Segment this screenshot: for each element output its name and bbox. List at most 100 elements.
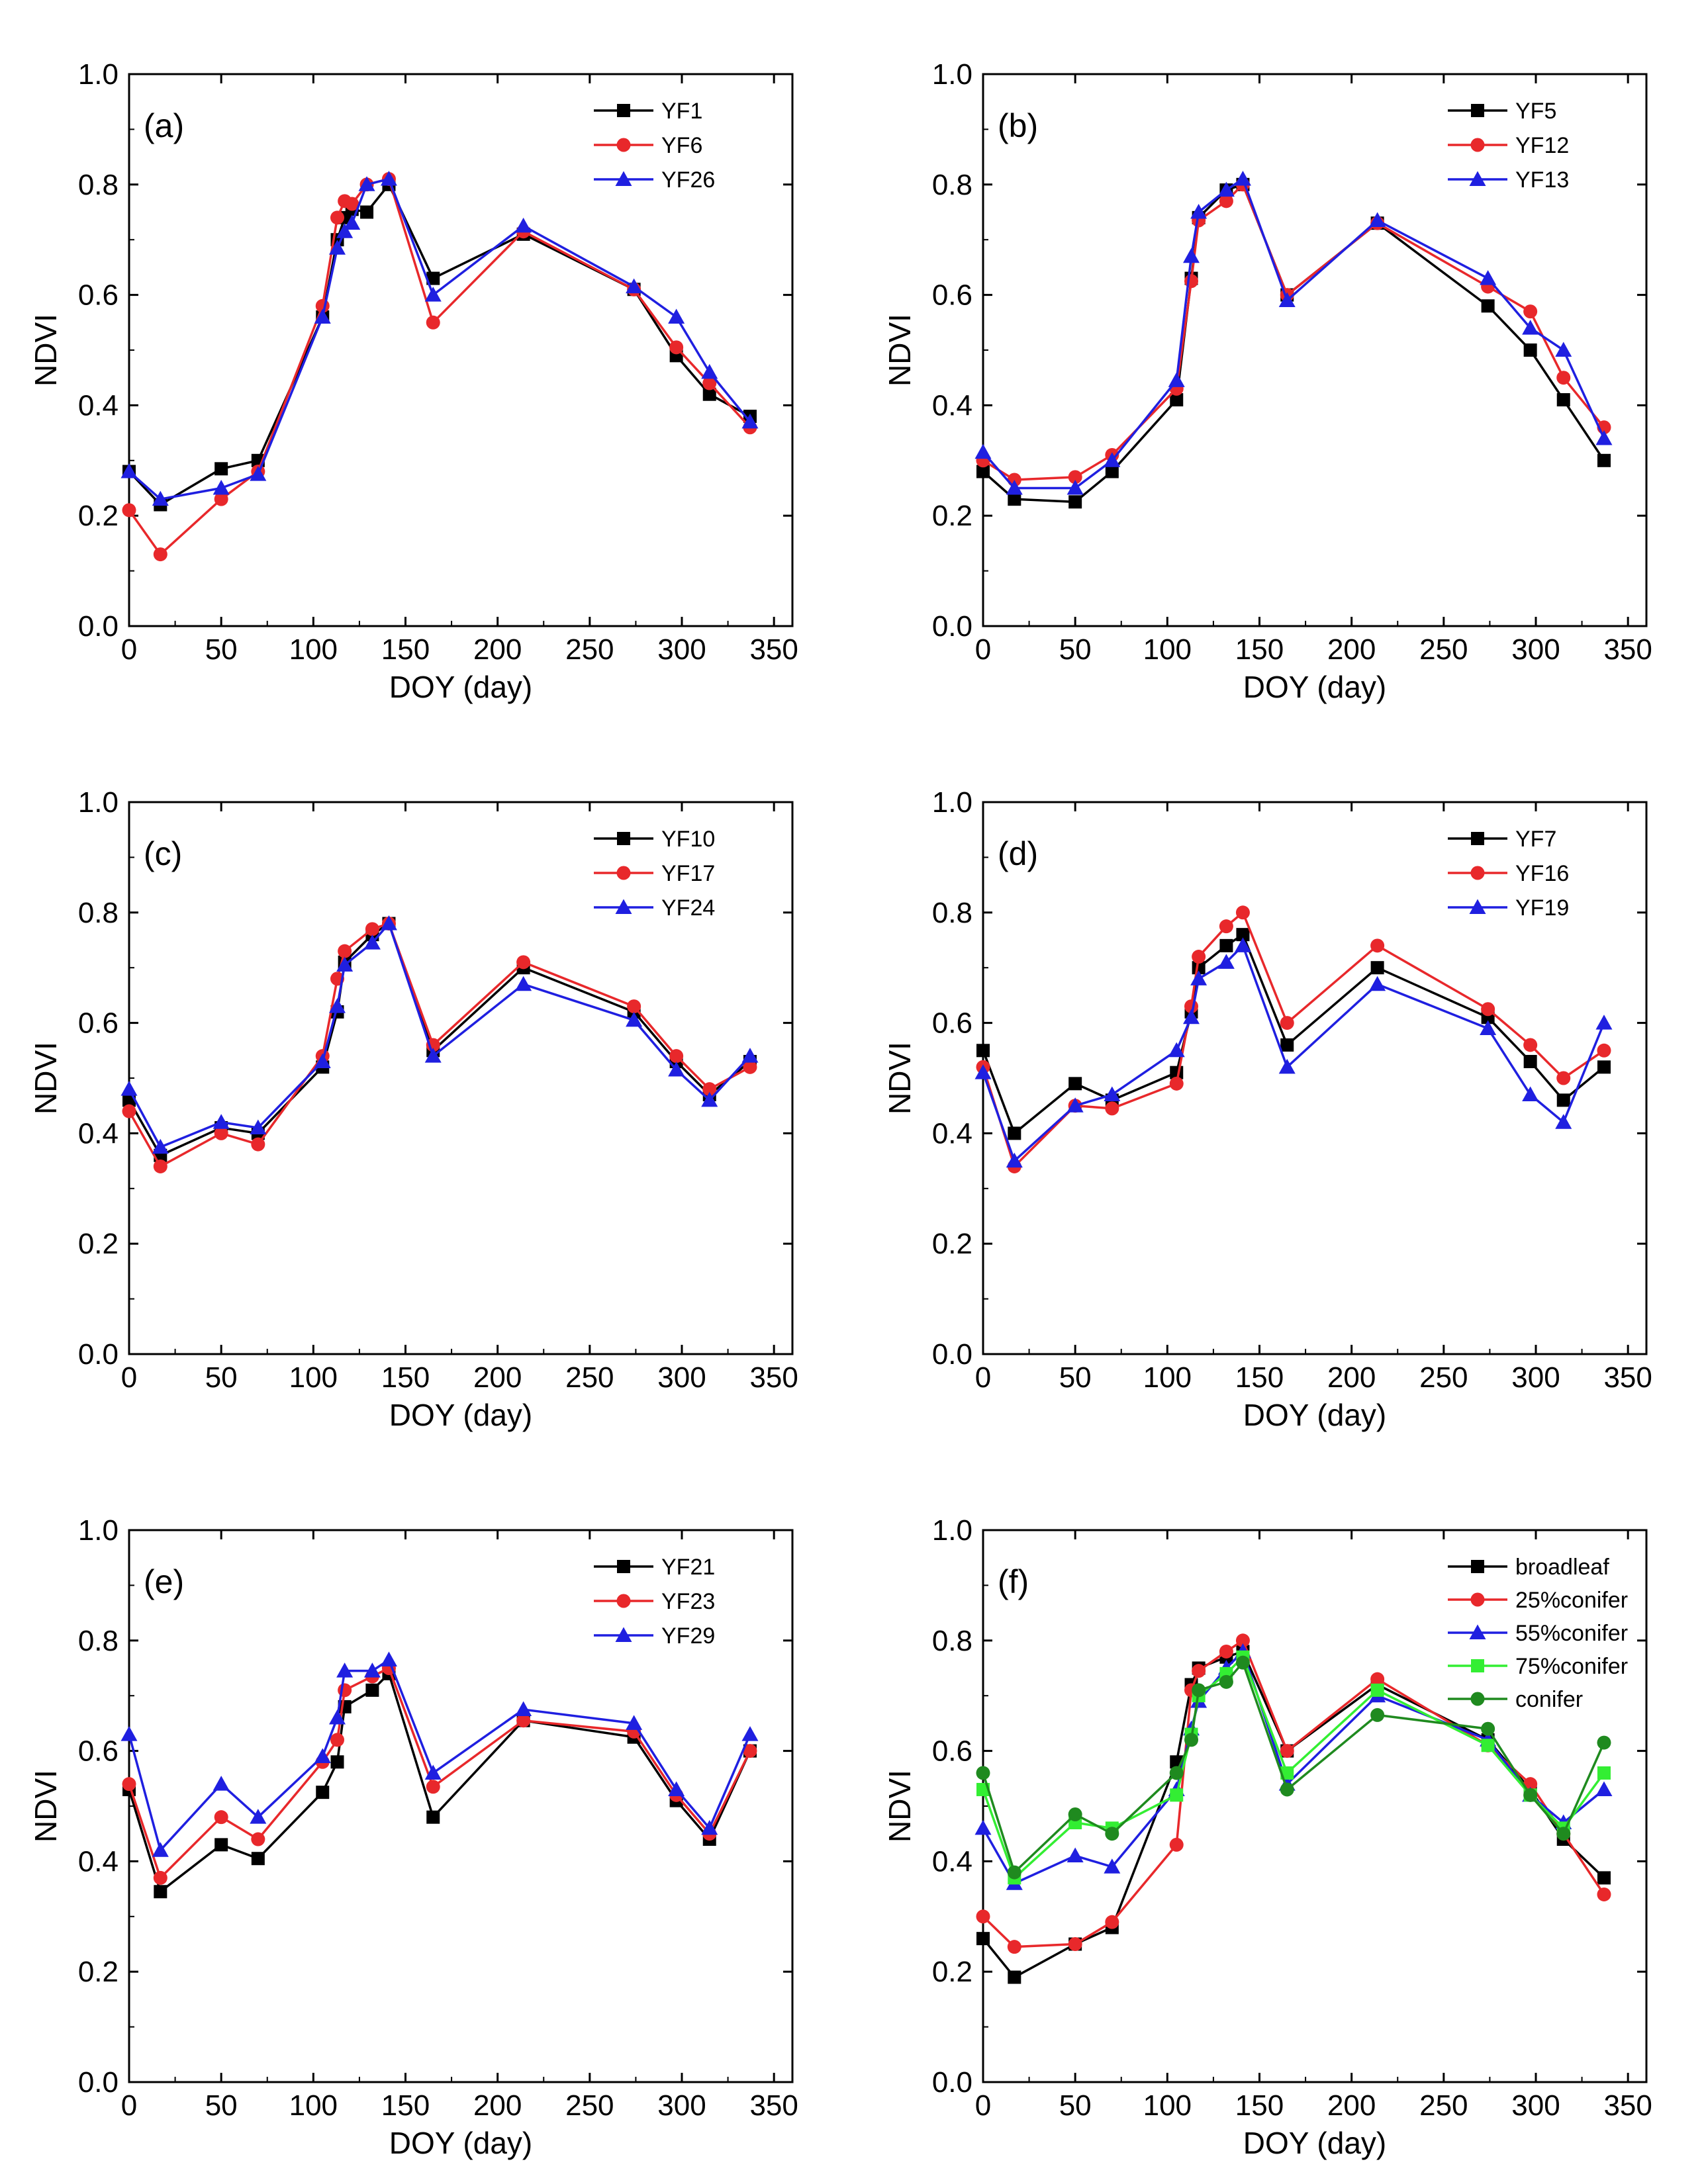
data-point-YF13 (1190, 204, 1207, 219)
data-point-YF13 (1234, 170, 1251, 186)
data-point-YF6 (122, 503, 136, 518)
data-point-YF1 (214, 462, 228, 476)
x-tick-label: 300 (1511, 1361, 1560, 1394)
data-point-YF7 (1370, 961, 1384, 975)
x-tick-label: 350 (749, 633, 798, 666)
data-point-conifer (1556, 1827, 1571, 1841)
data-point-25%conifer (1068, 1937, 1082, 1951)
data-point-YF26 (329, 240, 346, 255)
y-tick-label: 0.2 (78, 1956, 118, 1988)
data-point-YF7 (1219, 938, 1233, 952)
data-point-YF1 (426, 271, 440, 285)
y-axis-title: NDVI (28, 314, 63, 387)
chart-panel-3: 0 50 100 150 200 250 300 350 0.0 0.2 0.4 0.6 0.8 1.0 D… (28, 786, 798, 1432)
data-point-YF21 (316, 1786, 330, 1799)
data-point-YF19 (1278, 1058, 1296, 1074)
data-point-YF26 (250, 466, 267, 481)
y-tick-label: 0.0 (78, 1338, 118, 1371)
x-tick-label: 150 (1235, 1361, 1284, 1394)
data-point-YF29 (152, 1842, 169, 1857)
x-tick-label: 200 (1327, 2089, 1376, 2122)
data-point-YF17 (743, 1060, 757, 1074)
data-point-conifer (1184, 1733, 1199, 1747)
data-point-YF13 (1555, 341, 1572, 357)
data-point-YF24 (380, 915, 397, 931)
x-tick-label: 150 (1235, 2089, 1284, 2122)
data-point-YF6 (330, 210, 345, 225)
data-point-YF29 (626, 1715, 643, 1730)
data-point-conifer (1597, 1735, 1611, 1750)
y-tick-label: 0.2 (932, 1228, 972, 1260)
legend-label: YF5 (1515, 99, 1556, 124)
panel-label: (c) (144, 835, 182, 872)
legend-marker (1469, 899, 1486, 914)
data-point-YF5 (976, 465, 990, 478)
x-axis-title: DOY (day) (389, 2126, 532, 2160)
y-tick-label: 1.0 (932, 58, 972, 91)
data-point-55%conifer (1595, 1781, 1613, 1796)
data-point-conifer (1192, 1683, 1206, 1698)
data-point-conifer (1523, 1788, 1538, 1802)
data-point-YF19 (1190, 970, 1207, 985)
data-point-YF5 (1068, 495, 1082, 509)
data-point-conifer (1370, 1707, 1385, 1722)
data-point-YF6 (669, 340, 684, 355)
y-tick-label: 1.0 (78, 786, 118, 819)
legend-label: YF12 (1515, 133, 1569, 158)
legend-marker (1470, 1692, 1485, 1706)
data-point-YF16 (1481, 1002, 1495, 1017)
data-point-25%conifer (1105, 1915, 1119, 1929)
y-tick-label: 0.8 (78, 169, 118, 201)
data-point-YF16 (1105, 1101, 1119, 1116)
data-point-YF26 (152, 490, 169, 506)
data-point-YF1 (360, 205, 374, 219)
data-point-YF12 (1184, 274, 1199, 289)
data-point-YF7 (1008, 1126, 1021, 1140)
legend-label: YF29 (661, 1623, 715, 1649)
data-point-conifer (1235, 1655, 1250, 1670)
y-tick-label: 0.6 (78, 1735, 118, 1768)
legend-marker (616, 138, 631, 152)
data-point-YF29 (363, 1662, 381, 1678)
legend-label: YF23 (661, 1589, 715, 1614)
data-point-YF26 (668, 308, 685, 324)
legend-marker (1470, 138, 1485, 152)
data-point-YF24 (329, 998, 346, 1013)
legend-marker (1471, 832, 1484, 845)
x-tick-label: 0 (975, 633, 991, 666)
x-axis-title: DOY (day) (1243, 2126, 1386, 2160)
y-tick-label: 1.0 (932, 1514, 972, 1547)
data-point-YF23 (153, 1870, 167, 1885)
y-tick-label: 0.0 (932, 2066, 972, 2099)
data-point-YF17 (338, 944, 352, 958)
x-tick-label: 150 (381, 1361, 430, 1394)
data-point-YF17 (669, 1049, 684, 1064)
data-point-YF29 (380, 1651, 397, 1666)
y-tick-label: 0.0 (78, 2066, 118, 2099)
legend-label: YF21 (661, 1555, 715, 1580)
data-point-broadleaf (1597, 1871, 1611, 1885)
x-tick-label: 100 (289, 1361, 338, 1394)
x-tick-label: 250 (565, 633, 614, 666)
x-tick-label: 250 (565, 2089, 614, 2122)
x-tick-label: 250 (1419, 633, 1468, 666)
data-point-55%conifer (1066, 1847, 1084, 1863)
x-tick-label: 200 (473, 633, 522, 666)
x-tick-label: 150 (1235, 633, 1284, 666)
y-axis-title: NDVI (28, 1042, 63, 1115)
legend-label: YF17 (661, 861, 715, 886)
y-tick-label: 0.8 (932, 169, 972, 201)
legend-label: YF13 (1515, 167, 1569, 193)
chart-panel-1: 0 50 100 150 200 250 300 350 0.0 0.2 0.4 0.6 0.8 1.0 D… (28, 58, 798, 704)
x-tick-label: 250 (1419, 2089, 1468, 2122)
legend-label: YF26 (661, 167, 715, 193)
x-tick-label: 200 (1327, 633, 1376, 666)
data-point-YF6 (426, 315, 440, 330)
x-axis-title: DOY (day) (389, 670, 532, 704)
y-axis-title: NDVI (882, 1042, 917, 1115)
data-point-YF23 (330, 1733, 345, 1747)
x-tick-label: 350 (1603, 2089, 1652, 2122)
data-point-YF19 (1066, 1097, 1084, 1113)
data-point-YF17 (122, 1104, 136, 1118)
